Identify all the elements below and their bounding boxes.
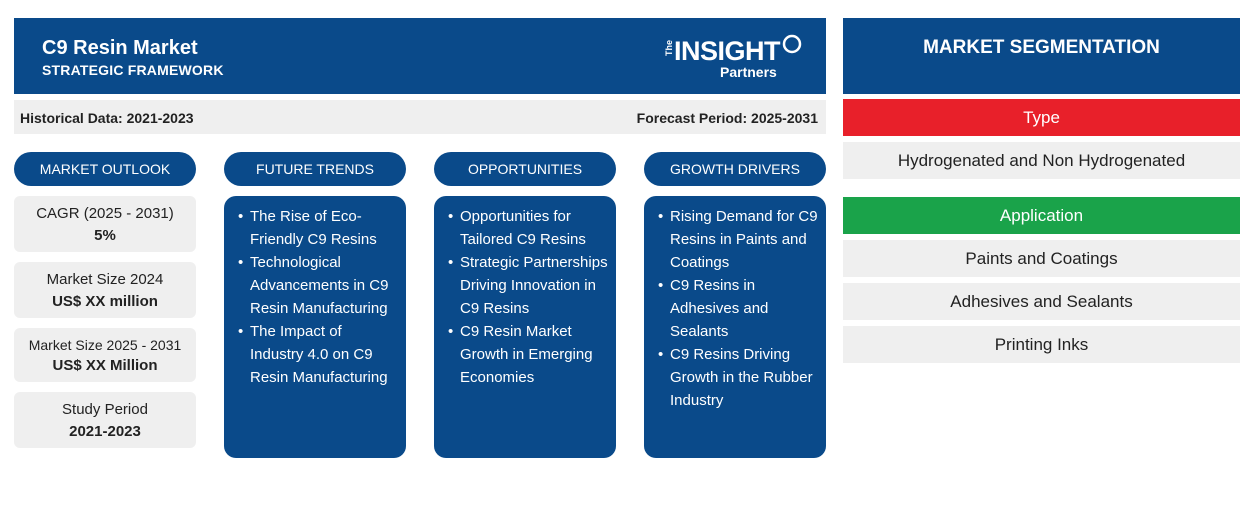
future-trends-heading: FUTURE TRENDS bbox=[224, 152, 406, 186]
list-item: Opportunities for Tailored C9 Resins bbox=[448, 205, 608, 251]
historical-data: Historical Data: 2021-2023 bbox=[20, 110, 194, 126]
growth-drivers-card: Rising Demand for C9 Resins in Paints an… bbox=[644, 196, 826, 458]
page-title: C9 Resin Market bbox=[42, 37, 198, 59]
opportunities-card: Opportunities for Tailored C9 Resins Str… bbox=[434, 196, 616, 458]
logo-circle-icon bbox=[782, 34, 802, 54]
type-category: Type bbox=[843, 99, 1240, 136]
market-size-2024-value: US$ XX million bbox=[52, 293, 158, 310]
list-item: C9 Resins in Adhesives and Sealants bbox=[658, 274, 818, 343]
forecast-period: Forecast Period: 2025-2031 bbox=[636, 110, 818, 126]
list-item: The Rise of Eco-Friendly C9 Resins bbox=[238, 205, 398, 251]
market-size-2024-label: Market Size 2024 bbox=[46, 271, 164, 288]
application-item: Adhesives and Sealants bbox=[843, 283, 1240, 320]
study-period-value: 2021-2023 bbox=[69, 423, 141, 440]
application-item: Printing Inks bbox=[843, 326, 1240, 363]
period-bar: Historical Data: 2021-2023 Forecast Peri… bbox=[14, 100, 826, 134]
type-item: Hydrogenated and Non Hydrogenated bbox=[843, 142, 1240, 179]
insight-partners-logo: The INSIGHT Partners bbox=[662, 34, 802, 82]
list-item: C9 Resins Driving Growth in the Rubber I… bbox=[658, 343, 818, 412]
logo-the: The bbox=[664, 40, 674, 57]
page-subtitle: STRATEGIC FRAMEWORK bbox=[42, 62, 224, 78]
list-item: Rising Demand for C9 Resins in Paints an… bbox=[658, 205, 818, 274]
market-size-forecast-box: Market Size 2025 - 2031 US$ XX Million bbox=[14, 328, 196, 382]
cagr-label: CAGR (2025 - 2031) bbox=[36, 205, 174, 222]
cagr-box: CAGR (2025 - 2031) 5% bbox=[14, 196, 196, 252]
application-item: Paints and Coatings bbox=[843, 240, 1240, 277]
segmentation-heading: MARKET SEGMENTATION bbox=[843, 18, 1240, 94]
application-category: Application bbox=[843, 197, 1240, 234]
cagr-value: 5% bbox=[94, 227, 116, 244]
study-period-label: Study Period bbox=[62, 401, 148, 418]
logo-partners: Partners bbox=[720, 64, 777, 80]
logo-insight: INSIGHT bbox=[674, 36, 781, 66]
future-trends-card: The Rise of Eco-Friendly C9 Resins Techn… bbox=[224, 196, 406, 458]
market-outlook-heading: MARKET OUTLOOK bbox=[14, 152, 196, 186]
list-item: The Impact of Industry 4.0 on C9 Resin M… bbox=[238, 320, 398, 389]
market-size-2024-box: Market Size 2024 US$ XX million bbox=[14, 262, 196, 318]
market-size-forecast-label: Market Size 2025 - 2031 bbox=[28, 337, 182, 353]
study-period-box: Study Period 2021-2023 bbox=[14, 392, 196, 448]
market-size-forecast-value: US$ XX Million bbox=[52, 357, 158, 374]
list-item: C9 Resin Market Growth in Emerging Econo… bbox=[448, 320, 608, 389]
growth-drivers-heading: GROWTH DRIVERS bbox=[644, 152, 826, 186]
opportunities-heading: OPPORTUNITIES bbox=[434, 152, 616, 186]
list-item: Technological Advancements in C9 Resin M… bbox=[238, 251, 398, 320]
list-item: Strategic Partnerships Driving Innovatio… bbox=[448, 251, 608, 320]
header-banner: C9 Resin Market STRATEGIC FRAMEWORK The … bbox=[14, 18, 826, 94]
